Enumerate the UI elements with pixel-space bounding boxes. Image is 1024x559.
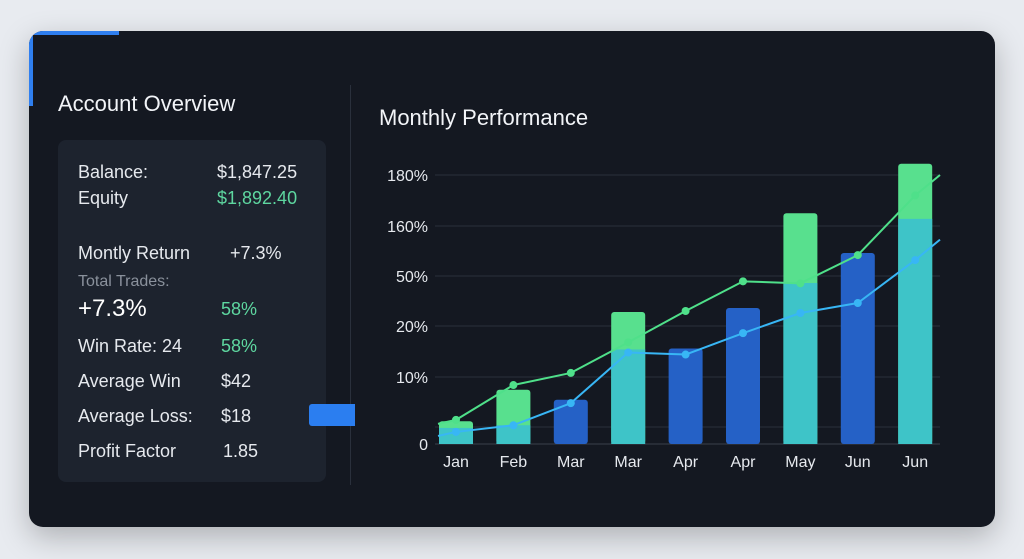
average-loss-value: $18: [221, 406, 252, 426]
line-point: [796, 279, 805, 288]
x-tick-label: May: [785, 454, 815, 471]
x-tick-label: Jan: [443, 454, 469, 471]
line-point: [681, 350, 690, 359]
bar: [553, 399, 588, 444]
y-tick-label: 20%: [396, 319, 428, 336]
line-point: [739, 277, 747, 286]
line-point: [853, 251, 862, 260]
line-point: [739, 329, 747, 338]
bar-lower-segment: [611, 349, 646, 444]
x-tick-label: Apr: [731, 454, 757, 471]
chart-title: Monthly Performance: [379, 105, 589, 130]
x-tick-label: Mar: [557, 454, 585, 471]
line-point: [509, 381, 518, 390]
x-tick-label: Apr: [673, 454, 699, 471]
y-tick-label: 180%: [387, 168, 428, 185]
bar: [726, 308, 760, 444]
line-point: [853, 299, 862, 307]
win-rate-value: 58%: [221, 336, 258, 356]
line-point: [452, 415, 460, 424]
line-point: [624, 348, 633, 357]
monthly-return-label: Montly Return: [78, 243, 191, 263]
x-tick-label: Jun: [845, 454, 871, 471]
equity-value: $1,892.40: [217, 188, 298, 208]
divider: [350, 85, 351, 485]
x-tick-label: Feb: [500, 454, 528, 471]
average-loss-label: Average Loss:: [78, 406, 193, 426]
balance-label: Balance:: [78, 162, 149, 182]
total-trades-label: Total Trades:: [78, 273, 170, 290]
line-point: [566, 368, 575, 377]
x-tick-label: Jun: [902, 454, 928, 471]
line-point: [509, 421, 518, 430]
x-tick-label: Mar: [614, 454, 642, 471]
stats-card: Balance: $1,847.25 Equity $1,892.40 Mont…: [58, 140, 355, 482]
line-point: [911, 191, 920, 200]
y-tick-label: 50%: [396, 269, 428, 286]
line-point: [452, 427, 460, 436]
accent-bar: [29, 31, 119, 35]
y-tick-label: 10%: [396, 370, 428, 387]
monthly-return-value: +7.3%: [230, 243, 282, 263]
y-tick-label: 160%: [387, 219, 428, 236]
line-point: [796, 309, 805, 317]
equity-label: Equity: [78, 188, 129, 208]
profit-factor-value: 1.85: [223, 441, 259, 461]
bar-lower-segment: [496, 425, 531, 444]
bar-lower-segment: [783, 283, 818, 444]
bar-lower-segment: [898, 218, 933, 444]
account-overview-title: Account Overview: [58, 91, 236, 116]
bar: [668, 348, 703, 444]
balance-value: $1,847.25: [217, 162, 298, 182]
line-point: [911, 256, 920, 265]
average-win-label: Average Win: [78, 371, 181, 391]
progress-indicator: [309, 404, 355, 426]
bar: [840, 253, 875, 444]
y-tick-label: 0: [419, 437, 428, 454]
win-rate-label: Win Rate: 24: [78, 336, 183, 356]
profit-factor-label: Profit Factor: [78, 441, 177, 461]
line-point: [681, 307, 690, 315]
average-win-value: $42: [221, 371, 252, 391]
overlay-percent: 58%: [221, 299, 258, 319]
line-point: [624, 338, 633, 347]
accent-bar: [29, 31, 33, 106]
overlay-return: +7.3%: [78, 295, 147, 322]
line-point: [566, 399, 575, 408]
